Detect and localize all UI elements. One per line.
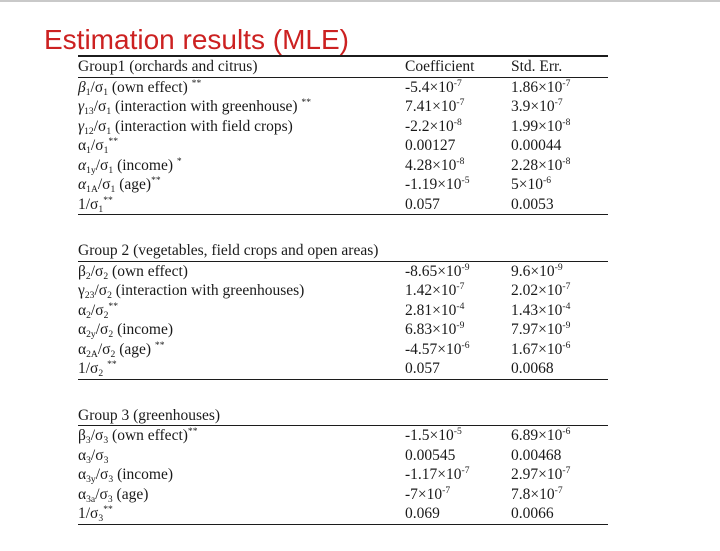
table-row: γ23/σ2 (interaction with greenhouses) 1.… (78, 281, 608, 301)
param-label: α3/σ3 (78, 446, 109, 466)
group-table: Group 2 (vegetables, field crops and ope… (78, 241, 608, 380)
param-label: γ23/σ2 (interaction with greenhouses) (78, 282, 305, 301)
results-table: Group1 (orchards and citrus) Coefficient… (78, 55, 609, 551)
table-row: 1/σ2 ** 0.057 0.0068 (78, 359, 608, 380)
param-label: α3y/σ3 (income) (78, 466, 174, 485)
stderr-value: 9.6×10-9 (511, 261, 563, 280)
stderr-value: 2.97×10-7 (511, 465, 571, 483)
table-row: 1/σ3** 0.069 0.0066 (78, 504, 609, 525)
coefficient-value: -5.4×10-7 (405, 77, 462, 96)
table-row: α3y/σ3 (income) -1.17×10-7 2.97×10-7 (78, 465, 608, 485)
stderr-value: 7.8×10-7 (511, 484, 563, 503)
coefficient-value: 4.28×10-8 (405, 155, 465, 174)
stderr-value: 7.97×10-9 (511, 320, 571, 338)
coefficient-value: 0.00545 (405, 446, 456, 464)
param-label: γ12/σ1 (interaction with field crops) (78, 117, 293, 137)
coefficient-value: -2.2×10-8 (405, 116, 462, 135)
stderr-value: 1.43×10-4 (511, 300, 571, 319)
coefficient-value: -1.17×10-7 (405, 465, 470, 483)
coefficient-value: -1.19×10-5 (405, 175, 470, 193)
stderr-value: 0.0068 (511, 359, 608, 380)
table-row: γ12/σ1 (interaction with field crops) -2… (78, 117, 608, 137)
param-label: γ13/σ1 (interaction with greenhouse) ** (78, 97, 312, 117)
group-header-row: Group1 (orchards and citrus) Coefficient… (78, 55, 608, 78)
param-label: 1/σ1** (78, 194, 405, 215)
coefficient-value: -8.65×10-9 (405, 261, 470, 280)
group-title: Group1 (orchards and citrus) (78, 55, 405, 78)
stderr-value: 1.99×10-8 (511, 116, 571, 135)
param-label: α1y/σ1 (income) * (78, 155, 182, 176)
stderr-value: 0.00044 (511, 137, 562, 154)
param-label: β3/σ3 (own effect)** (78, 426, 198, 446)
param-label: α3a/σ3 (age) (78, 485, 149, 505)
stderr-value: 2.28×10-8 (511, 155, 571, 174)
group-header-row: Group 2 (vegetables, field crops and ope… (78, 241, 608, 262)
coefficient-value: -7×10-7 (405, 484, 451, 503)
stderr-value: 6.89×10-6 (511, 426, 571, 444)
group-table: Group1 (orchards and citrus) Coefficient… (78, 55, 608, 215)
stderr-value: 2.02×10-7 (511, 281, 571, 299)
page-title: Estimation results (MLE) (44, 23, 349, 55)
table-row: β3/σ3 (own effect)** -1.5×10-5 6.89×10-6 (78, 426, 608, 446)
table-row: β1/σ1 (own effect) ** -5.4×10-7 1.86×10-… (78, 77, 608, 97)
param-label: 1/σ3** (78, 504, 405, 525)
coefficient-value: -1.5×10-5 (405, 426, 462, 444)
stderr-value: 5×10-6 (511, 175, 551, 193)
coefficient-value: 0.069 (405, 504, 511, 525)
param-label: 1/σ2 ** (78, 359, 405, 380)
col-header-stderr: Std. Err. (511, 55, 608, 78)
group-header-row: Group 3 (greenhouses) (78, 405, 609, 426)
group-title: Group 3 (greenhouses) (78, 405, 609, 426)
coefficient-value: 2.81×10-4 (405, 300, 465, 319)
param-label: α1A/σ1 (age)** (78, 175, 161, 195)
group-title: Group 2 (vegetables, field crops and ope… (78, 241, 608, 262)
stderr-value: 1.67×10-6 (511, 339, 571, 358)
param-label: β1/σ1 (own effect) ** (78, 77, 202, 98)
param-label: α1/σ1** (78, 136, 118, 156)
param-label: α2/σ2** (78, 300, 118, 321)
coefficient-value: 7.41×10-7 (405, 97, 465, 115)
param-label: α2A/σ2 (age) ** (78, 339, 165, 360)
slide-top-edge (0, 0, 720, 2)
coefficient-value: 0.057 (405, 194, 511, 215)
table-row: α1y/σ1 (income) * 4.28×10-8 2.28×10-8 (78, 156, 608, 176)
stderr-value: 0.00468 (511, 446, 562, 464)
group-table: Group 3 (greenhouses) β3/σ3 (own effect)… (78, 405, 609, 525)
param-label: β2/σ2 (own effect) (78, 262, 188, 282)
table-row: β2/σ2 (own effect) -8.65×10-9 9.6×10-9 (78, 261, 608, 281)
table-row: α1A/σ1 (age)** -1.19×10-5 5×10-6 (78, 175, 608, 195)
coefficient-value: 0.00127 (405, 137, 456, 154)
table-row: α2A/σ2 (age) ** -4.57×10-6 1.67×10-6 (78, 340, 608, 360)
table-row: α1/σ1** 0.00127 0.00044 (78, 136, 608, 156)
col-header-coefficient: Coefficient (405, 55, 511, 78)
stderr-value: 1.86×10-7 (511, 77, 571, 96)
table-row: α2y/σ2 (income) 6.83×10-9 7.97×10-9 (78, 320, 608, 340)
table-row: α3a/σ3 (age) -7×10-7 7.8×10-7 (78, 485, 608, 505)
table-row: γ13/σ1 (interaction with greenhouse) ** … (78, 97, 608, 117)
param-label: α2y/σ2 (income) (78, 321, 174, 340)
stderr-value: 0.0053 (511, 194, 608, 215)
table-row: 1/σ1** 0.057 0.0053 (78, 194, 608, 215)
stderr-value: 0.0066 (511, 504, 609, 525)
table-row: α2/σ2** 2.81×10-4 1.43×10-4 (78, 301, 608, 321)
coefficient-value: 0.057 (405, 359, 511, 380)
stderr-value: 3.9×10-7 (511, 97, 563, 115)
coefficient-value: -4.57×10-6 (405, 339, 470, 358)
table-row: α3/σ3 0.00545 0.00468 (78, 446, 608, 466)
coefficient-value: 6.83×10-9 (405, 320, 465, 338)
coefficient-value: 1.42×10-7 (405, 281, 465, 299)
